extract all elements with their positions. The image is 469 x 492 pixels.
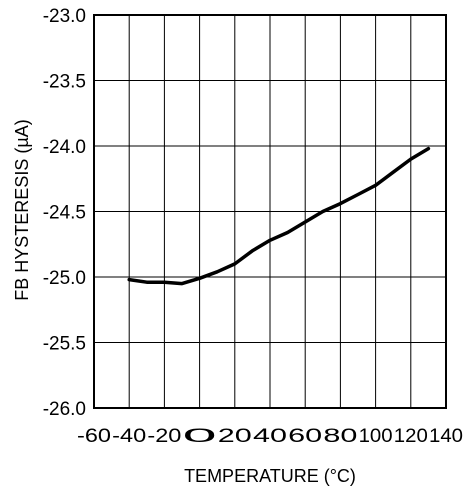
y-tick-label: -24.5 xyxy=(43,203,86,224)
x-tick-label: 20 xyxy=(218,426,252,447)
x-tick-label: 40 xyxy=(253,426,287,447)
y-tick-label: -24.0 xyxy=(43,137,86,158)
x-tick-label: 60 xyxy=(288,426,322,447)
x-tick-labels: -60 -40 -20 0 20 40 60 80 100 120 140 xyxy=(77,426,463,447)
x-tick-label: -40 xyxy=(112,426,146,447)
y-tick-label: -23.0 xyxy=(43,6,86,27)
y-tick-label: -26.0 xyxy=(43,399,86,420)
y-axis-label: FB HYSTERESIS (µA) xyxy=(12,119,32,300)
y-tick-label: -25.0 xyxy=(43,268,86,289)
x-tick-label: 120 xyxy=(394,426,428,447)
x-tick-label: -60 xyxy=(77,426,111,447)
x-tick-label: 140 xyxy=(429,426,463,447)
x-tick-label: 100 xyxy=(359,426,393,447)
x-tick-label: 0 xyxy=(183,426,217,447)
series-line xyxy=(127,146,431,286)
x-tick-label: 80 xyxy=(323,426,357,447)
y-tick-label: -23.5 xyxy=(43,72,86,93)
series-group xyxy=(127,146,431,286)
plot-frame xyxy=(93,14,447,409)
y-tick-labels: -23.0 -23.5 -24.0 -24.5 -25.0 -25.5 -26.0 xyxy=(43,6,86,420)
x-tick-label: -20 xyxy=(147,426,181,447)
grid-lines xyxy=(94,15,446,408)
y-tick-label: -25.5 xyxy=(43,334,86,355)
x-axis-label: TEMPERATURE (°C) xyxy=(184,466,356,486)
